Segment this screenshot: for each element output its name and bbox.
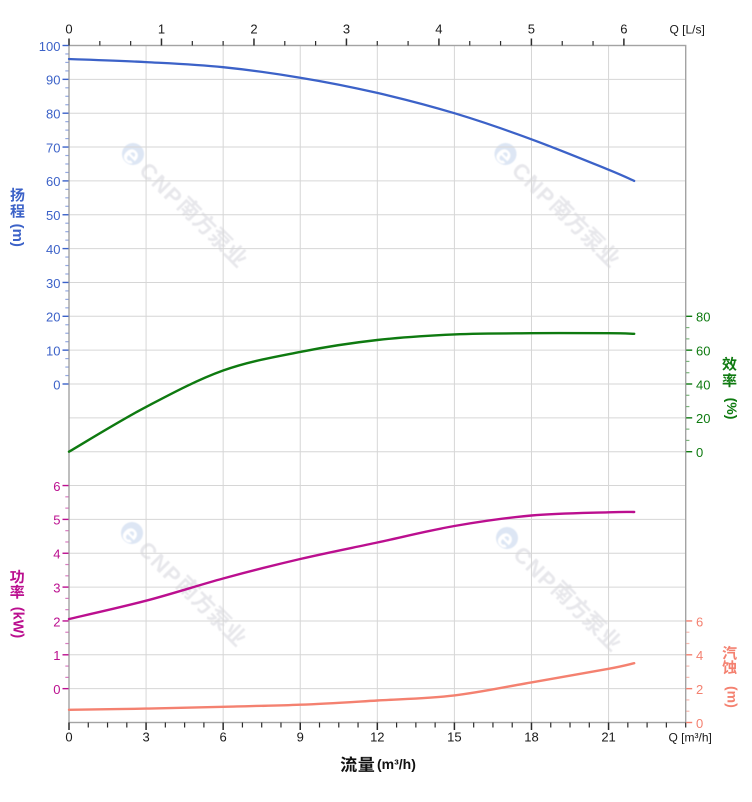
- svg-text:80: 80: [696, 310, 710, 325]
- svg-text:40: 40: [696, 377, 710, 392]
- svg-text:60: 60: [696, 343, 710, 358]
- svg-text:(m): (m): [9, 224, 26, 247]
- svg-text:0: 0: [696, 445, 703, 460]
- svg-text:80: 80: [46, 107, 60, 122]
- svg-text:(m³/h): (m³/h): [377, 756, 416, 772]
- svg-text:0: 0: [53, 682, 60, 697]
- svg-text:10: 10: [46, 343, 60, 358]
- svg-text:3: 3: [142, 730, 149, 745]
- svg-text:20: 20: [46, 310, 60, 325]
- svg-text:2: 2: [696, 682, 703, 697]
- svg-text:6: 6: [53, 479, 60, 494]
- svg-text:2: 2: [250, 22, 257, 37]
- svg-text:100: 100: [39, 39, 61, 54]
- svg-text:4: 4: [53, 547, 60, 562]
- svg-text:Q [L/s]: Q [L/s]: [670, 23, 705, 37]
- svg-text:0: 0: [53, 377, 60, 392]
- svg-text:15: 15: [447, 730, 461, 745]
- svg-text:90: 90: [46, 73, 60, 88]
- svg-text:CNP: CNP: [507, 158, 561, 212]
- svg-text:6: 6: [620, 22, 627, 37]
- svg-text:30: 30: [46, 276, 60, 291]
- svg-text:9: 9: [297, 730, 304, 745]
- svg-text:21: 21: [601, 730, 615, 745]
- svg-text:0: 0: [65, 22, 72, 37]
- svg-text:0: 0: [696, 716, 703, 731]
- svg-text:50: 50: [46, 208, 60, 223]
- svg-text:70: 70: [46, 140, 60, 155]
- svg-text:3: 3: [343, 22, 350, 37]
- svg-text:(m): (m): [725, 686, 741, 708]
- svg-text:60: 60: [46, 174, 60, 189]
- svg-text:12: 12: [370, 730, 384, 745]
- svg-text:1: 1: [158, 22, 165, 37]
- svg-text:40: 40: [46, 242, 60, 257]
- svg-text:6: 6: [696, 614, 703, 629]
- svg-text:CNP: CNP: [133, 537, 187, 591]
- svg-text:3: 3: [53, 580, 60, 595]
- svg-text:6: 6: [220, 730, 227, 745]
- svg-text:(kW): (kW): [9, 607, 25, 639]
- svg-text:20: 20: [696, 411, 710, 426]
- svg-text:18: 18: [524, 730, 538, 745]
- svg-text:4: 4: [435, 22, 442, 37]
- svg-text:0: 0: [65, 730, 72, 745]
- svg-text:CNP: CNP: [134, 158, 188, 212]
- svg-text:1: 1: [53, 648, 60, 663]
- svg-text:(%): (%): [724, 398, 740, 420]
- svg-text:Q [m³/h]: Q [m³/h]: [669, 731, 712, 745]
- svg-text:5: 5: [53, 513, 60, 528]
- svg-text:4: 4: [696, 648, 703, 663]
- svg-text:5: 5: [528, 22, 535, 37]
- svg-text:2: 2: [53, 614, 60, 629]
